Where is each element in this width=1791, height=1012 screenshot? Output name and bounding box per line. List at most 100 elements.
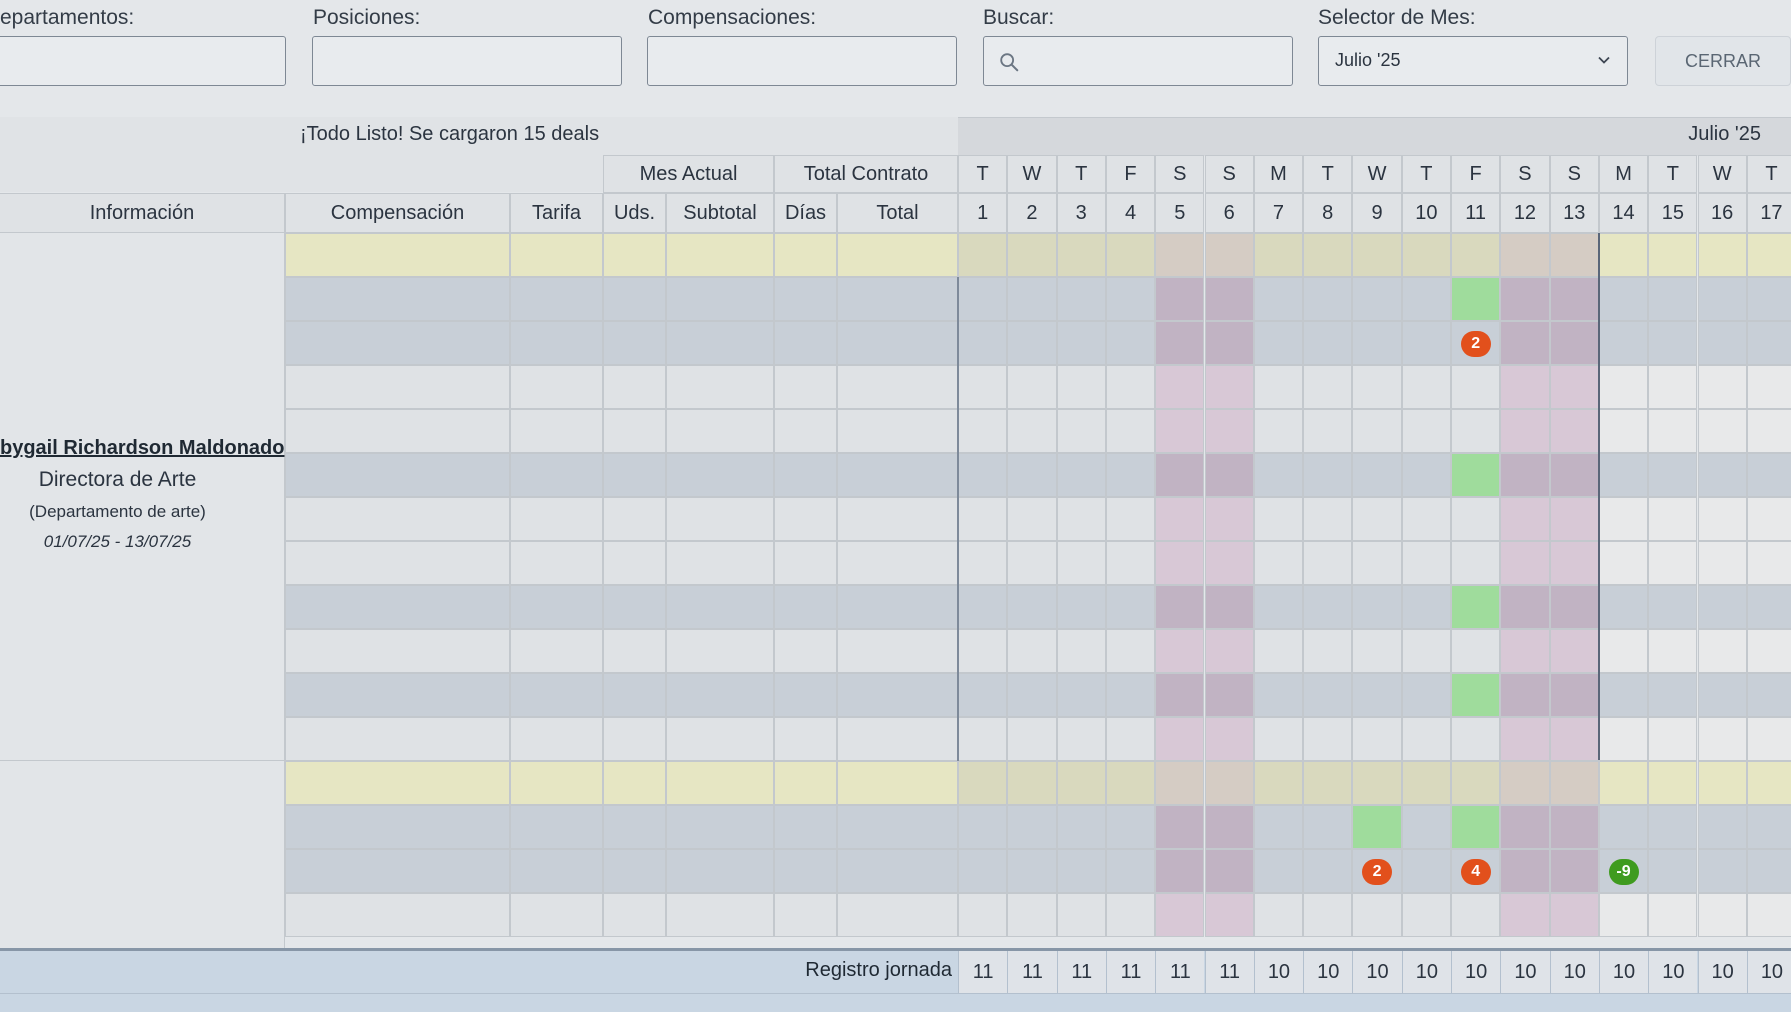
- day-cell[interactable]: [958, 497, 1008, 541]
- day-cell[interactable]: [1648, 409, 1698, 453]
- day-cell[interactable]: [1598, 321, 1649, 365]
- person-name-link[interactable]: bygail Richardson Maldonado: [0, 437, 285, 459]
- day-cell[interactable]: [1500, 761, 1550, 805]
- day-cell[interactable]: [1746, 585, 1791, 629]
- day-cell[interactable]: [1303, 541, 1353, 585]
- day-cell[interactable]: [1697, 893, 1747, 937]
- day-cell[interactable]: [1598, 893, 1649, 937]
- day-cell[interactable]: [1648, 629, 1698, 673]
- day-cell[interactable]: [1253, 277, 1304, 321]
- day-cell[interactable]: [1401, 805, 1451, 849]
- day-cell[interactable]: [1204, 629, 1254, 673]
- day-cell[interactable]: [1303, 849, 1353, 893]
- day-cell[interactable]: [1056, 717, 1106, 761]
- day-cell[interactable]: [1155, 277, 1205, 321]
- day-cell[interactable]: [1007, 497, 1057, 541]
- day-cell[interactable]: [1352, 673, 1402, 717]
- day-cell[interactable]: [1401, 321, 1451, 365]
- day-cell[interactable]: [1598, 277, 1649, 321]
- day-cell[interactable]: [1549, 321, 1599, 365]
- day-cell[interactable]: [1056, 497, 1106, 541]
- day-cell[interactable]: [1204, 673, 1254, 717]
- day-cell[interactable]: [1746, 805, 1791, 849]
- day-cell[interactable]: [958, 585, 1008, 629]
- day-cell[interactable]: [1303, 497, 1353, 541]
- day-cell[interactable]: [1105, 233, 1156, 277]
- day-cell[interactable]: [1746, 717, 1791, 761]
- day-cell[interactable]: [1303, 365, 1353, 409]
- day-cell[interactable]: [1204, 717, 1254, 761]
- day-cell[interactable]: [1549, 497, 1599, 541]
- day-cell[interactable]: [1303, 277, 1353, 321]
- day-cell[interactable]: [1056, 629, 1106, 673]
- day-cell[interactable]: [1253, 629, 1304, 673]
- day-cell[interactable]: [1105, 409, 1156, 453]
- day-cell[interactable]: [1204, 893, 1254, 937]
- day-cell[interactable]: [1401, 365, 1451, 409]
- day-cell[interactable]: [1697, 673, 1747, 717]
- day-cell[interactable]: [1303, 321, 1353, 365]
- day-cell[interactable]: [1253, 453, 1304, 497]
- search-input[interactable]: [983, 36, 1293, 86]
- day-cell[interactable]: [1401, 761, 1451, 805]
- day-cell[interactable]: [958, 409, 1008, 453]
- day-cell[interactable]: [1648, 893, 1698, 937]
- day-cell[interactable]: [1549, 233, 1599, 277]
- day-cell[interactable]: [958, 321, 1008, 365]
- close-button[interactable]: CERRAR: [1655, 36, 1791, 86]
- day-cell[interactable]: [1598, 541, 1649, 585]
- day-cell[interactable]: [1451, 585, 1501, 629]
- day-cell[interactable]: [1105, 497, 1156, 541]
- day-cell[interactable]: [1697, 409, 1747, 453]
- day-cell[interactable]: [1500, 629, 1550, 673]
- day-cell[interactable]: [1352, 629, 1402, 673]
- day-cell[interactable]: [1746, 365, 1791, 409]
- day-cell[interactable]: [1056, 277, 1106, 321]
- day-cell[interactable]: [1648, 365, 1698, 409]
- day-cell[interactable]: [1648, 585, 1698, 629]
- day-cell[interactable]: [1352, 453, 1402, 497]
- day-cell[interactable]: [1746, 541, 1791, 585]
- day-cell[interactable]: -9: [1598, 849, 1649, 893]
- day-cell[interactable]: [1352, 717, 1402, 761]
- day-cell[interactable]: [1500, 365, 1550, 409]
- day-cell[interactable]: [1549, 585, 1599, 629]
- day-cell[interactable]: [1697, 761, 1747, 805]
- day-cell[interactable]: [1451, 761, 1501, 805]
- day-cell[interactable]: [1648, 717, 1698, 761]
- day-cell[interactable]: [1105, 321, 1156, 365]
- day-cell[interactable]: [1352, 365, 1402, 409]
- day-cell[interactable]: [1697, 365, 1747, 409]
- day-cell[interactable]: [1303, 805, 1353, 849]
- day-cell[interactable]: [1253, 805, 1304, 849]
- day-cell[interactable]: [1204, 453, 1254, 497]
- day-cell[interactable]: [1598, 585, 1649, 629]
- day-cell[interactable]: [1253, 365, 1304, 409]
- day-cell[interactable]: [1697, 805, 1747, 849]
- day-cell[interactable]: [1401, 629, 1451, 673]
- day-cell[interactable]: [1598, 761, 1649, 805]
- day-cell[interactable]: [1746, 761, 1791, 805]
- day-cell[interactable]: [1451, 893, 1501, 937]
- day-cell[interactable]: [1451, 277, 1501, 321]
- day-cell[interactable]: [1598, 497, 1649, 541]
- day-cell[interactable]: [1056, 673, 1106, 717]
- day-cell[interactable]: [1007, 629, 1057, 673]
- day-cell[interactable]: [1303, 893, 1353, 937]
- day-cell[interactable]: [1697, 277, 1747, 321]
- day-cell[interactable]: [958, 717, 1008, 761]
- day-cell[interactable]: [1155, 497, 1205, 541]
- day-cell[interactable]: [1500, 497, 1550, 541]
- day-cell[interactable]: [1155, 717, 1205, 761]
- day-cell[interactable]: [1697, 233, 1747, 277]
- day-cell[interactable]: [1105, 761, 1156, 805]
- day-cell[interactable]: [1007, 805, 1057, 849]
- day-cell[interactable]: [1746, 453, 1791, 497]
- day-cell[interactable]: [1451, 673, 1501, 717]
- day-cell[interactable]: [1500, 805, 1550, 849]
- day-cell[interactable]: [1105, 629, 1156, 673]
- day-cell[interactable]: [1549, 629, 1599, 673]
- day-cell[interactable]: [1007, 277, 1057, 321]
- day-cell[interactable]: [1303, 409, 1353, 453]
- day-cell[interactable]: [1105, 365, 1156, 409]
